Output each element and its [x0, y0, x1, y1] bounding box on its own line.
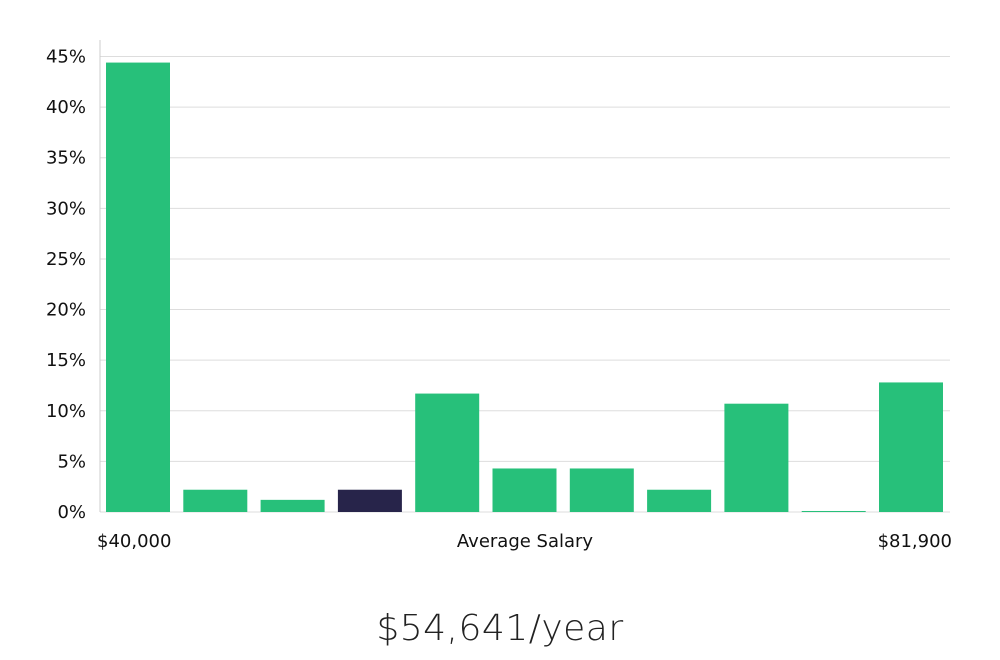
y-tick-label: 5%: [57, 451, 86, 472]
bar: [647, 489, 712, 512]
y-tick-label: 30%: [46, 198, 86, 219]
x-axis-title: Average Salary: [457, 531, 594, 552]
bar: [106, 62, 170, 512]
bar: [492, 468, 557, 512]
y-tick-label: 40%: [46, 97, 86, 118]
bar: [260, 499, 325, 512]
bar: [415, 393, 480, 512]
y-tick-label: 25%: [46, 249, 86, 270]
y-tick-label: 35%: [46, 148, 86, 169]
bar: [569, 468, 634, 512]
bar: [183, 489, 248, 512]
y-tick-label: 45%: [46, 47, 86, 68]
bar: [879, 382, 943, 512]
gridlines: [100, 56, 950, 513]
y-tick-labels: 0% 5% 10% 15% 20% 25% 30% 35% 40% 45%: [46, 47, 86, 524]
bar: [801, 510, 866, 512]
y-tick-label: 20%: [46, 300, 86, 321]
x-max-label: $81,900: [878, 531, 952, 552]
y-tick-label: 15%: [46, 350, 86, 371]
y-tick-label: 0%: [57, 502, 86, 523]
x-min-label: $40,000: [97, 531, 171, 552]
bar: [724, 403, 789, 512]
average-salary-summary: $54,641/year: [376, 608, 624, 649]
bar-highlighted: [337, 489, 402, 512]
bars: [106, 62, 943, 512]
y-tick-label: 10%: [46, 401, 86, 422]
salary-histogram: 0% 5% 10% 15% 20% 25% 30% 35% 40% 45% $40,000 Ave…: [46, 40, 952, 552]
